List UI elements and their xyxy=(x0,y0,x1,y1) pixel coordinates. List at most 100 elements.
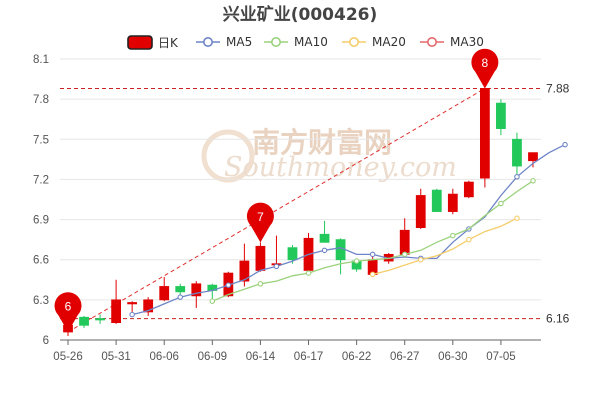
candle-body xyxy=(127,302,138,305)
reference-lines: 7.88 6.16 xyxy=(60,81,570,326)
ma-point xyxy=(450,232,456,239)
ma-point xyxy=(209,298,216,304)
legend-label: MA30 xyxy=(450,35,484,49)
candle-body xyxy=(159,286,170,301)
candle xyxy=(79,315,89,328)
x-tick-label: 06-27 xyxy=(390,351,419,363)
candle xyxy=(512,132,522,180)
candle xyxy=(175,283,186,296)
ma-point xyxy=(321,247,328,254)
x-tick-label: 06-30 xyxy=(438,351,467,363)
watermark-swirl xyxy=(201,129,255,183)
ma-point xyxy=(129,311,135,318)
pin-shape xyxy=(54,292,82,332)
ma-series-ma5 xyxy=(129,141,568,318)
ma-point xyxy=(514,215,520,221)
trend-line-dashed xyxy=(67,88,486,333)
y-tick-label: 6.9 xyxy=(33,215,49,227)
candle-body xyxy=(479,88,490,179)
candle xyxy=(207,283,218,300)
x-tick-label: 05-31 xyxy=(101,351,130,363)
candle xyxy=(319,220,330,243)
watermark-chinese: 南方财富网 xyxy=(252,126,392,159)
pin-label: 8 xyxy=(482,56,489,70)
candle xyxy=(399,218,410,258)
y-tick-label: 8.1 xyxy=(33,54,49,66)
watermark-english: Southmoney.com xyxy=(224,152,457,183)
ma-point xyxy=(369,251,376,258)
y-tick-label: 6.3 xyxy=(33,295,49,307)
pin-shape xyxy=(246,202,274,243)
candle-body xyxy=(415,195,426,229)
candle xyxy=(479,88,490,188)
ref-label-high: 7.88 xyxy=(546,81,570,95)
candle-body xyxy=(175,286,186,293)
candle xyxy=(447,188,458,215)
candle-body xyxy=(191,283,202,297)
candle xyxy=(255,242,266,272)
ma-point xyxy=(225,282,232,288)
pin-label: 7 xyxy=(257,210,264,224)
y-tick-label: 6.6 xyxy=(33,255,49,267)
ma-point xyxy=(369,271,376,278)
pin-marker: 6 xyxy=(54,292,82,332)
candle xyxy=(271,235,282,267)
candle xyxy=(463,180,474,199)
candle-body xyxy=(239,260,250,282)
moving-averages xyxy=(129,141,568,318)
ma-point xyxy=(305,270,312,276)
candle xyxy=(335,238,346,275)
candle-body xyxy=(463,181,474,198)
ma-point xyxy=(273,263,280,270)
candle-body xyxy=(111,299,122,324)
legend-swatch-dot xyxy=(270,36,281,47)
x-tick-label: 06-09 xyxy=(198,351,227,363)
pin-marker: 8 xyxy=(471,48,499,89)
pin-label: 6 xyxy=(65,299,72,313)
x-tick-label: 06-17 xyxy=(294,351,323,363)
candle-body xyxy=(95,318,105,321)
ma-point xyxy=(514,174,520,180)
ma-line-ma5 xyxy=(132,144,566,316)
candle-body xyxy=(496,102,506,129)
ma-point xyxy=(177,294,184,300)
candle-body xyxy=(399,229,410,255)
candle xyxy=(143,297,154,316)
ma-point xyxy=(417,256,424,263)
legend-label: MA5 xyxy=(226,35,252,49)
trend-line xyxy=(67,88,486,333)
y-tick-label: 7.2 xyxy=(33,174,49,186)
legend-swatch-candle xyxy=(127,35,153,50)
candle-body xyxy=(447,193,458,212)
candle xyxy=(111,279,122,324)
y-tick-label: 7.5 xyxy=(33,134,49,146)
pin-marker: 7 xyxy=(246,202,274,243)
ma-point xyxy=(353,258,360,264)
ma-point xyxy=(562,141,568,148)
candle-body xyxy=(143,299,154,313)
candle xyxy=(95,314,105,324)
x-axis: 05-26 05-31 06-06 06-09 06-14 06-17 06-22 06-27… xyxy=(53,339,541,363)
pin-shape xyxy=(471,48,499,89)
y-tick-label: 7.8 xyxy=(33,94,49,106)
candle-body xyxy=(528,152,538,162)
candle-body xyxy=(431,189,442,212)
y-tick-label: 6 xyxy=(43,335,49,347)
x-tick-label: 07-05 xyxy=(486,351,515,363)
candle-body xyxy=(255,245,266,271)
chart-title: 兴业矿业(000426) xyxy=(223,4,378,25)
x-tick-label: 06-06 xyxy=(150,351,179,363)
ma-line-ma20 xyxy=(372,217,518,276)
x-tick-label: 06-22 xyxy=(342,351,371,363)
candle xyxy=(496,99,506,136)
legend-item-ma10: MA10 xyxy=(264,35,328,49)
ma-point xyxy=(401,251,408,258)
legend-swatch-dot xyxy=(203,36,214,47)
legend-swatch-dot xyxy=(426,36,437,47)
x-tick-label: 06-14 xyxy=(246,351,276,363)
legend-item-ma30: MA30 xyxy=(420,35,484,49)
legend-label: 日K xyxy=(158,36,179,50)
ref-label-low: 6.16 xyxy=(546,312,570,326)
